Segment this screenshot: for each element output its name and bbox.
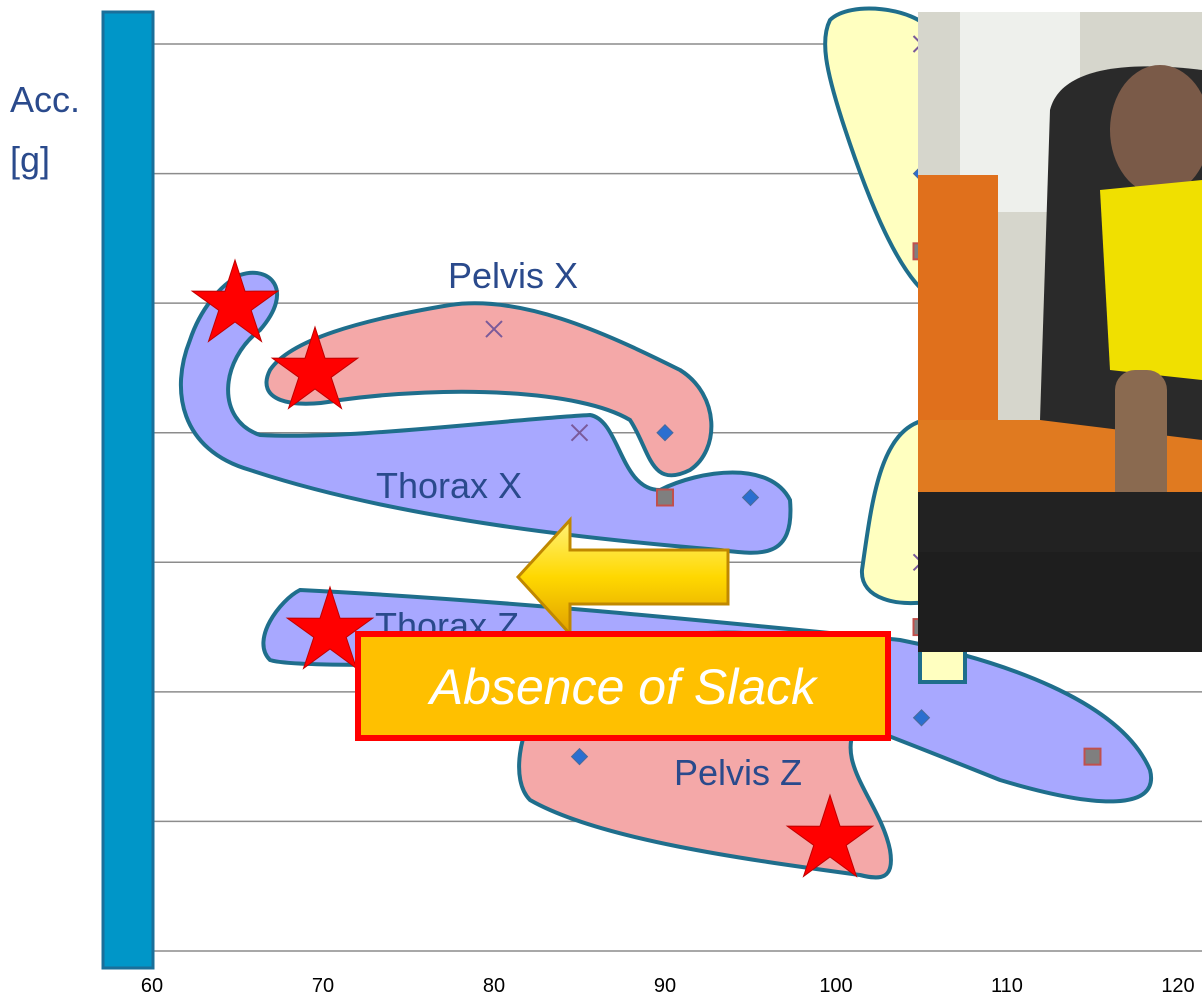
group-outline <box>859 417 927 606</box>
arrow <box>515 516 730 638</box>
point <box>741 488 760 507</box>
point <box>656 488 674 507</box>
x-tick-label: 110 <box>991 975 1023 997</box>
star <box>285 585 375 670</box>
x-tick-label: 70 <box>312 975 334 997</box>
photo-dummy-head <box>1110 65 1202 195</box>
photo-scale <box>918 492 1202 552</box>
annotation: Thorax X <box>376 465 522 506</box>
y-axis-bar <box>101 10 155 970</box>
point <box>656 424 674 442</box>
point <box>485 320 503 338</box>
thorax-x-outline <box>178 270 793 555</box>
x-tick-label: 120 <box>1161 975 1194 997</box>
photo <box>918 12 1202 652</box>
photo-base <box>918 552 1202 652</box>
group-outline <box>823 6 938 304</box>
pelvis-x-outline <box>264 301 714 478</box>
point <box>570 424 589 442</box>
point <box>1083 747 1102 766</box>
point <box>912 709 931 727</box>
y-axis-label: Acc. <box>10 79 80 120</box>
star <box>270 325 360 410</box>
x-tick-label: 100 <box>819 975 852 997</box>
stars <box>190 258 875 878</box>
callout-text: Absence of Slack <box>427 659 819 715</box>
callout-box <box>355 631 891 741</box>
x-tick-label: 90 <box>654 975 676 997</box>
x-tick-label: 80 <box>483 975 505 997</box>
point <box>570 747 589 766</box>
star <box>785 793 875 878</box>
star <box>190 258 280 343</box>
annotation: Pelvis Z <box>674 752 802 793</box>
photo-dummy-body <box>1100 180 1202 380</box>
y-axis-label: [g] <box>10 139 50 180</box>
x-tick-label: 60 <box>141 975 163 997</box>
annotation: Pelvis X <box>448 255 578 296</box>
